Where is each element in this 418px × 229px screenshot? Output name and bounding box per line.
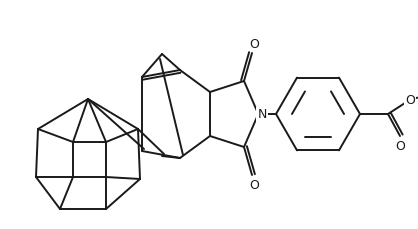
Text: O: O (249, 37, 259, 50)
Text: O: O (395, 140, 405, 153)
Text: O: O (405, 94, 415, 107)
Text: O: O (249, 179, 259, 192)
Text: N: N (257, 108, 267, 121)
